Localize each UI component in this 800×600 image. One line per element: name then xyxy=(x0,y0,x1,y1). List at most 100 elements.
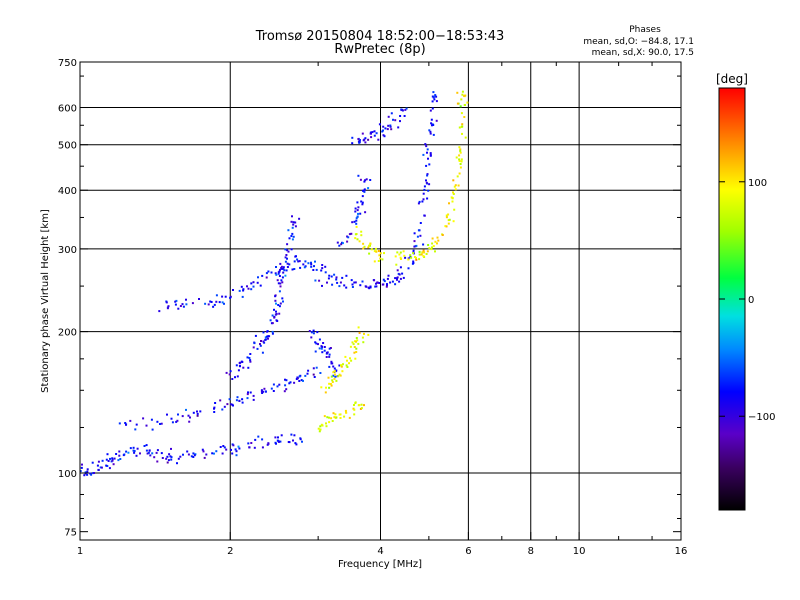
point-o xyxy=(221,452,224,455)
point-x xyxy=(436,236,439,239)
point-o xyxy=(323,346,326,348)
point-o xyxy=(150,418,153,421)
point-x xyxy=(367,246,370,249)
point-o xyxy=(430,122,433,125)
point-x xyxy=(412,252,415,255)
point-o xyxy=(235,450,238,453)
point-o xyxy=(293,434,296,437)
point-o xyxy=(213,452,215,455)
point-o xyxy=(298,260,301,263)
point-o xyxy=(170,447,172,450)
point-x xyxy=(452,191,454,194)
point-x xyxy=(349,345,352,348)
point-x xyxy=(330,417,333,420)
point-o xyxy=(199,410,202,413)
point-o xyxy=(295,378,298,380)
point-x xyxy=(340,364,343,367)
point-o xyxy=(275,319,278,322)
point-o xyxy=(282,300,284,303)
point-o xyxy=(382,278,385,281)
point-o xyxy=(381,283,384,286)
point-x xyxy=(367,333,370,336)
point-o xyxy=(341,242,344,245)
point-o xyxy=(422,243,425,246)
point-x xyxy=(344,409,347,412)
point-o xyxy=(101,459,104,462)
point-o xyxy=(422,198,425,201)
point-o xyxy=(224,295,227,298)
point-o xyxy=(375,282,377,285)
point-x xyxy=(458,160,461,162)
point-x xyxy=(447,213,450,216)
point-o xyxy=(267,337,269,340)
point-o xyxy=(424,143,427,146)
point-o xyxy=(213,407,215,410)
point-o xyxy=(363,188,366,191)
point-x xyxy=(319,425,322,428)
point-o xyxy=(238,289,241,292)
point-o xyxy=(276,279,279,282)
point-o xyxy=(234,376,236,379)
point-x xyxy=(335,379,338,382)
point-x xyxy=(356,238,359,241)
point-o xyxy=(286,243,289,246)
point-o xyxy=(287,250,290,253)
point-o xyxy=(221,301,224,304)
point-x xyxy=(458,146,461,149)
point-o xyxy=(241,295,244,298)
point-o xyxy=(405,107,408,110)
point-x xyxy=(398,253,401,256)
point-o xyxy=(369,131,372,134)
point-o xyxy=(312,269,315,271)
point-o xyxy=(389,124,392,127)
point-o xyxy=(399,120,401,123)
point-x xyxy=(344,355,347,358)
point-o xyxy=(132,449,135,452)
point-o xyxy=(347,236,350,239)
point-o xyxy=(330,275,333,278)
point-o xyxy=(256,347,259,350)
point-o xyxy=(353,281,356,284)
point-x xyxy=(333,377,336,380)
point-o xyxy=(314,341,317,344)
point-o xyxy=(196,414,199,417)
point-o xyxy=(252,394,255,397)
point-o xyxy=(296,377,299,380)
point-o xyxy=(111,457,114,460)
point-o xyxy=(351,136,354,139)
point-o xyxy=(275,442,277,445)
point-x xyxy=(358,331,361,334)
point-o xyxy=(259,344,262,347)
point-o xyxy=(174,300,177,303)
point-x xyxy=(441,234,444,236)
point-x xyxy=(329,383,332,385)
point-x xyxy=(333,416,336,419)
x-tick-label: 2 xyxy=(227,546,233,557)
point-x xyxy=(360,234,363,237)
point-o xyxy=(426,174,429,177)
point-x xyxy=(339,417,342,419)
point-o xyxy=(326,281,328,284)
point-o xyxy=(250,442,253,444)
point-o xyxy=(129,419,132,422)
point-o xyxy=(196,412,199,415)
point-x xyxy=(363,245,366,248)
point-o xyxy=(247,442,250,445)
point-o xyxy=(423,214,426,217)
point-o xyxy=(221,295,224,298)
point-o xyxy=(321,284,323,287)
point-o xyxy=(117,459,120,462)
point-x xyxy=(356,339,359,342)
point-o xyxy=(364,211,367,214)
point-o xyxy=(192,411,195,414)
point-o xyxy=(386,128,389,131)
point-x xyxy=(426,250,429,253)
point-o xyxy=(105,458,108,461)
point-o xyxy=(86,473,89,476)
colorbar-tick-label: 100 xyxy=(748,178,767,189)
point-o xyxy=(175,420,178,423)
point-x xyxy=(464,94,467,97)
y-tick-label: 750 xyxy=(58,58,77,69)
point-o xyxy=(109,457,111,460)
point-x xyxy=(320,386,323,389)
